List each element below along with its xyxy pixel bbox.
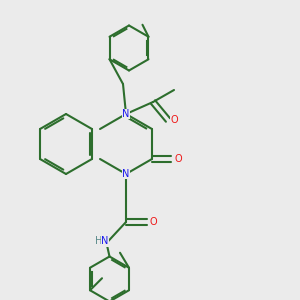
Text: N: N [122,169,130,179]
Text: O: O [170,115,178,125]
Text: O: O [150,217,158,227]
Text: H: H [95,236,103,247]
Text: N: N [101,236,109,247]
Text: N: N [122,109,130,119]
Text: O: O [174,154,182,164]
